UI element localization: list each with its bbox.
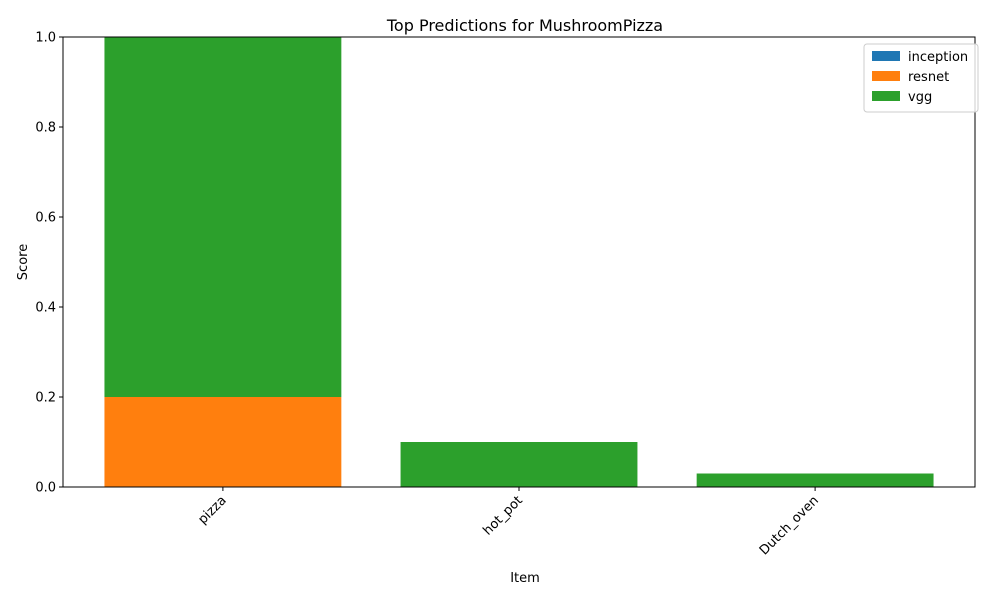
bar-vgg-pizza [104,37,342,397]
y-tick-label: 1.0 [35,31,56,46]
legend-label-resnet: resnet [908,70,949,85]
bars-layer [104,37,934,487]
y-tick-label: 0.0 [35,481,56,496]
y-tick-label: 0.6 [35,211,56,226]
y-tick-label: 0.4 [35,301,56,316]
x-axis-title: Item [510,571,540,586]
legend-label-inception: inception [908,50,968,65]
bar-resnet-pizza [104,397,342,487]
legend-label-vgg: vgg [908,90,932,105]
legend-swatch-inception [872,51,900,61]
x-tick-label: pizza [195,493,229,527]
legend: inception resnet vgg [863,43,979,113]
x-tick-label: Dutch_oven [757,493,822,558]
chart-title: Top Predictions for MushroomPizza [386,16,663,35]
y-tick-label: 0.2 [35,391,56,406]
legend-swatch-vgg [872,91,900,101]
y-tick-label: 0.8 [35,121,56,136]
y-axis-title: Score [16,244,31,280]
legend-swatch-resnet [872,71,900,81]
x-tick-label: hot_pot [481,493,526,538]
bar-vgg-hot_pot [400,442,638,487]
bar-vgg-Dutch_oven [696,473,934,487]
